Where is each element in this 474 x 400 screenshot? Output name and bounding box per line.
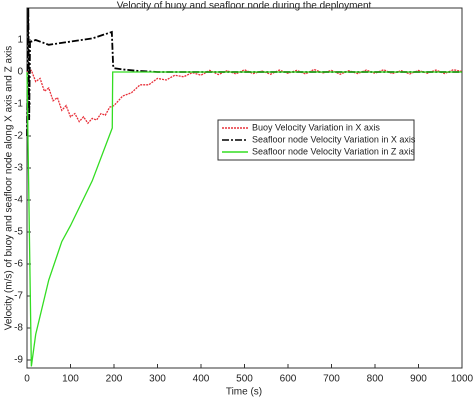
y-tick-label: -6 — [14, 259, 23, 270]
legend-label: Seafloor node Velocity Variation in Z ax… — [252, 146, 415, 156]
y-tick-label: 0 — [17, 67, 23, 78]
x-tick-label: 900 — [410, 374, 427, 385]
x-tick-label: 400 — [193, 374, 210, 385]
y-tick-label: 1 — [17, 35, 23, 46]
x-axis-label: Time (s) — [226, 387, 262, 398]
series-line — [26, 71, 462, 367]
y-tick-label: -2 — [14, 131, 23, 142]
chart-title: Velocity of buoy and seafloor node durin… — [117, 1, 372, 12]
x-tick-label: 800 — [367, 374, 384, 385]
x-tick-label: 200 — [106, 374, 123, 385]
y-axis-label: Velocity (m/s) of buoy and seafloor node… — [4, 46, 15, 331]
legend-label: Buoy Velocity Variation in X axis — [252, 122, 380, 132]
legend-label: Seafloor node Velocity Variation in X ax… — [252, 134, 416, 144]
x-tick-label: 700 — [323, 374, 340, 385]
series-line — [26, 68, 463, 125]
y-tick-label: -7 — [14, 291, 23, 302]
x-tick-label: 0 — [24, 374, 30, 385]
x-tick-label: 1000 — [451, 374, 474, 385]
x-tick-label: 100 — [62, 374, 79, 385]
x-tick-label: 300 — [149, 374, 166, 385]
x-tick-label: 600 — [280, 374, 297, 385]
x-tick-label: 500 — [236, 374, 253, 385]
y-tick-label: -4 — [14, 195, 23, 206]
plot-frame — [26, 7, 463, 369]
y-tick-label: -9 — [14, 355, 23, 366]
legend-box — [217, 119, 415, 161]
y-tick-label: -3 — [14, 163, 23, 174]
y-tick-label: -1 — [14, 99, 23, 110]
series-line — [26, 7, 462, 137]
y-tick-label: -8 — [14, 323, 23, 334]
y-tick-label: -5 — [14, 227, 23, 238]
